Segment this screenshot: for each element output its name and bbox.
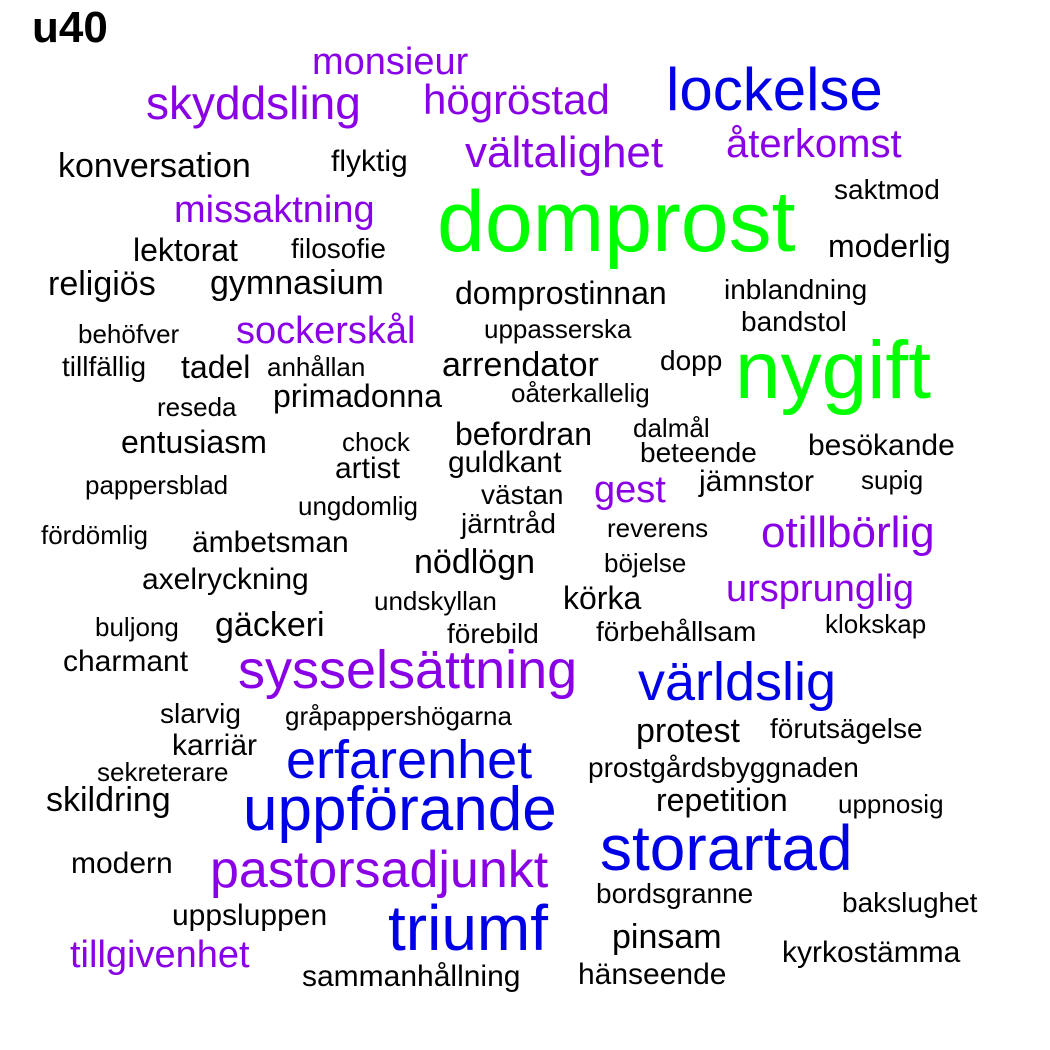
word-filosofie: filosofie <box>291 233 386 264</box>
word-entusiasm: entusiasm <box>121 424 267 460</box>
word-o-terkallelig: oåterkallelig <box>511 378 650 408</box>
word-saktmod: saktmod <box>834 174 940 205</box>
word-pastorsadjunkt: pastorsadjunkt <box>210 841 549 899</box>
word-primadonna: primadonna <box>273 378 442 414</box>
word-axelryckning: axelryckning <box>142 563 309 596</box>
word-f-ruts-gelse: förutsägelse <box>770 713 923 744</box>
word-repetition: repetition <box>656 782 788 818</box>
word-gymnasium: gymnasium <box>210 264 384 302</box>
cloud-title: u40 <box>32 3 108 52</box>
word-monsieur: monsieur <box>312 41 469 83</box>
word-v-rldslig: världslig <box>638 652 837 712</box>
word-reseda: reseda <box>157 392 237 422</box>
word-lektorat: lektorat <box>133 232 238 268</box>
word-dalm-l: dalmål <box>633 413 710 443</box>
word-ungdomlig: ungdomlig <box>298 491 418 521</box>
word-religi-s: religiös <box>48 265 156 303</box>
word-guldkant: guldkant <box>448 446 562 479</box>
word-reverens: reverens <box>607 513 709 543</box>
word-storartad: storartad <box>600 812 853 884</box>
word-missaktning: missaktning <box>174 189 375 231</box>
word-b-jelse: böjelse <box>604 548 687 578</box>
word-gr-pappersh-garna: gråpappershögarna <box>285 701 512 731</box>
word-nygift: nygift <box>735 325 931 416</box>
word-flyktig: flyktig <box>331 145 408 178</box>
word-mbetsman: ämbetsman <box>192 526 349 559</box>
word-sammanh-llning: sammanhållning <box>302 960 521 993</box>
word-triumf: triumf <box>388 892 548 964</box>
word-modern: modern <box>71 847 173 880</box>
word-pinsam: pinsam <box>612 918 722 956</box>
word-konversation: konversation <box>58 147 251 185</box>
word-chock: chock <box>342 427 410 457</box>
word-syssels-ttning: sysselsättning <box>238 640 578 700</box>
word-charmant: charmant <box>63 645 189 678</box>
word-gest: gest <box>594 469 666 511</box>
word-klokskap: klokskap <box>825 609 927 639</box>
word-f-rd-mlig: fördömlig <box>41 520 148 550</box>
word-h-nseende: hänseende <box>578 958 727 991</box>
word-befordran: befordran <box>455 416 592 452</box>
word-beh-fver: behöfver <box>78 319 180 349</box>
word-f-rebild: förebild <box>447 618 539 649</box>
word-erfarenhet: erfarenhet <box>286 730 533 790</box>
word-moderlig: moderlig <box>828 228 951 264</box>
word-kyrkost-mma: kyrkostämma <box>782 936 961 969</box>
word-g-ckeri: gäckeri <box>215 606 325 644</box>
word-bes-kande: besökande <box>808 429 955 462</box>
word-tillgivenhet: tillgivenhet <box>70 934 250 976</box>
word-f-rbeh-llsam: förbehållsam <box>596 616 757 647</box>
word-sekreterare: sekreterare <box>97 757 229 787</box>
word-beteende: beteende <box>640 437 757 468</box>
word-arrendator: arrendator <box>442 346 599 384</box>
word-prostg-rdsbyggnaden: prostgårdsbyggnaden <box>588 752 859 783</box>
word-supig: supig <box>861 465 924 495</box>
word-sockersk-l: sockerskål <box>236 310 416 352</box>
word-buljong: buljong <box>95 612 179 642</box>
word-domprost: domprost <box>437 174 796 270</box>
word-uppsluppen: uppsluppen <box>172 899 328 932</box>
word-pappersblad: pappersblad <box>85 470 229 500</box>
word-skyddsling: skyddsling <box>146 77 361 129</box>
word-v-stan: västan <box>481 479 564 510</box>
word-protest: protest <box>636 712 740 750</box>
word-otillb-rlig: otillbörlig <box>761 508 935 557</box>
word-lockelse: lockelse <box>666 56 883 123</box>
word-slarvig: slarvig <box>160 698 241 729</box>
word-terkomst: återkomst <box>726 122 902 166</box>
word-artist: artist <box>335 452 401 485</box>
word-bandstol: bandstol <box>741 306 847 337</box>
word-undskyllan: undskyllan <box>374 586 497 616</box>
word-domprostinnan: domprostinnan <box>455 275 667 311</box>
word-ursprunglig: ursprunglig <box>726 568 914 610</box>
word-skildring: skildring <box>46 781 171 819</box>
word-karri-r: karriär <box>172 729 258 762</box>
word-uppasserska: uppasserska <box>484 314 632 344</box>
word-n-dl-gn: nödlögn <box>414 543 536 581</box>
word-h-gr-stad: högröstad <box>423 76 610 123</box>
word-anh-llan: anhållan <box>267 352 366 382</box>
word-tadel: tadel <box>181 349 251 385</box>
word-uppnosig: uppnosig <box>838 789 944 819</box>
word-bordsgranne: bordsgranne <box>596 878 754 909</box>
word-k-rka: körka <box>563 580 642 616</box>
word-dopp: dopp <box>660 345 723 376</box>
word-j-mnstor: jämnstor <box>699 465 815 498</box>
word-j-rntr-d: järntråd <box>461 508 556 539</box>
word-tillf-llig: tillfällig <box>62 351 147 382</box>
word-inblandning: inblandning <box>724 274 868 305</box>
word-v-ltalighet: vältalighet <box>465 128 664 177</box>
word-bakslughet: bakslughet <box>842 887 978 918</box>
word-uppf-rande: uppförande <box>243 775 557 844</box>
